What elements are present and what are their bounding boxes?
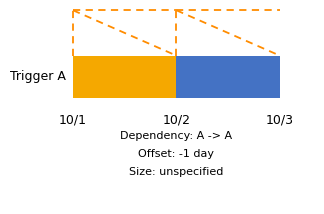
Text: Trigger A: Trigger A	[10, 70, 66, 83]
Text: 10/2: 10/2	[163, 113, 191, 126]
Text: Size: unspecified: Size: unspecified	[129, 167, 224, 177]
Text: Offset: -1 day: Offset: -1 day	[138, 149, 214, 159]
Bar	[177, 56, 280, 98]
Text: Dependency: A -> A: Dependency: A -> A	[121, 131, 233, 141]
Text: 10/3: 10/3	[266, 113, 294, 126]
Bar	[73, 56, 177, 98]
Text: 10/1: 10/1	[59, 113, 87, 126]
